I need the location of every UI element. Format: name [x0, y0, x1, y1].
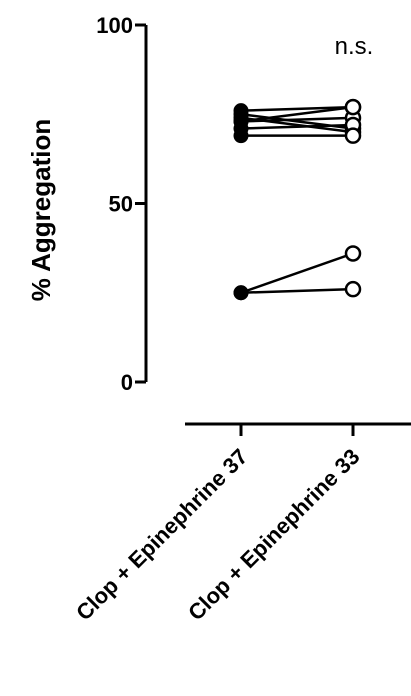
pair-line [240, 252, 354, 294]
axes [144, 25, 411, 426]
y-tick-label: 50 [109, 192, 133, 217]
point-epinephrine-37 [233, 285, 249, 301]
pair-line [240, 105, 354, 123]
pair-line [240, 287, 354, 294]
point-epinephrine-33 [344, 245, 362, 262]
y-axis-label: % Aggregation [26, 119, 56, 301]
point-epinephrine-33 [344, 280, 362, 298]
y-tick-label: 100 [96, 13, 133, 38]
data-points [233, 98, 362, 301]
pair-line [240, 105, 354, 112]
point-epinephrine-33 [344, 127, 362, 144]
pair-line [240, 116, 354, 123]
x-ticks [239, 424, 355, 436]
significance-annotation: n.s. [335, 33, 374, 60]
pair-lines [240, 105, 354, 294]
point-epinephrine-33 [344, 98, 362, 116]
y-tick-label: 0 [121, 370, 133, 395]
y-ticks: 0 50 100 [96, 13, 146, 395]
pair-line [240, 123, 354, 130]
point-epinephrine-37 [233, 128, 249, 144]
